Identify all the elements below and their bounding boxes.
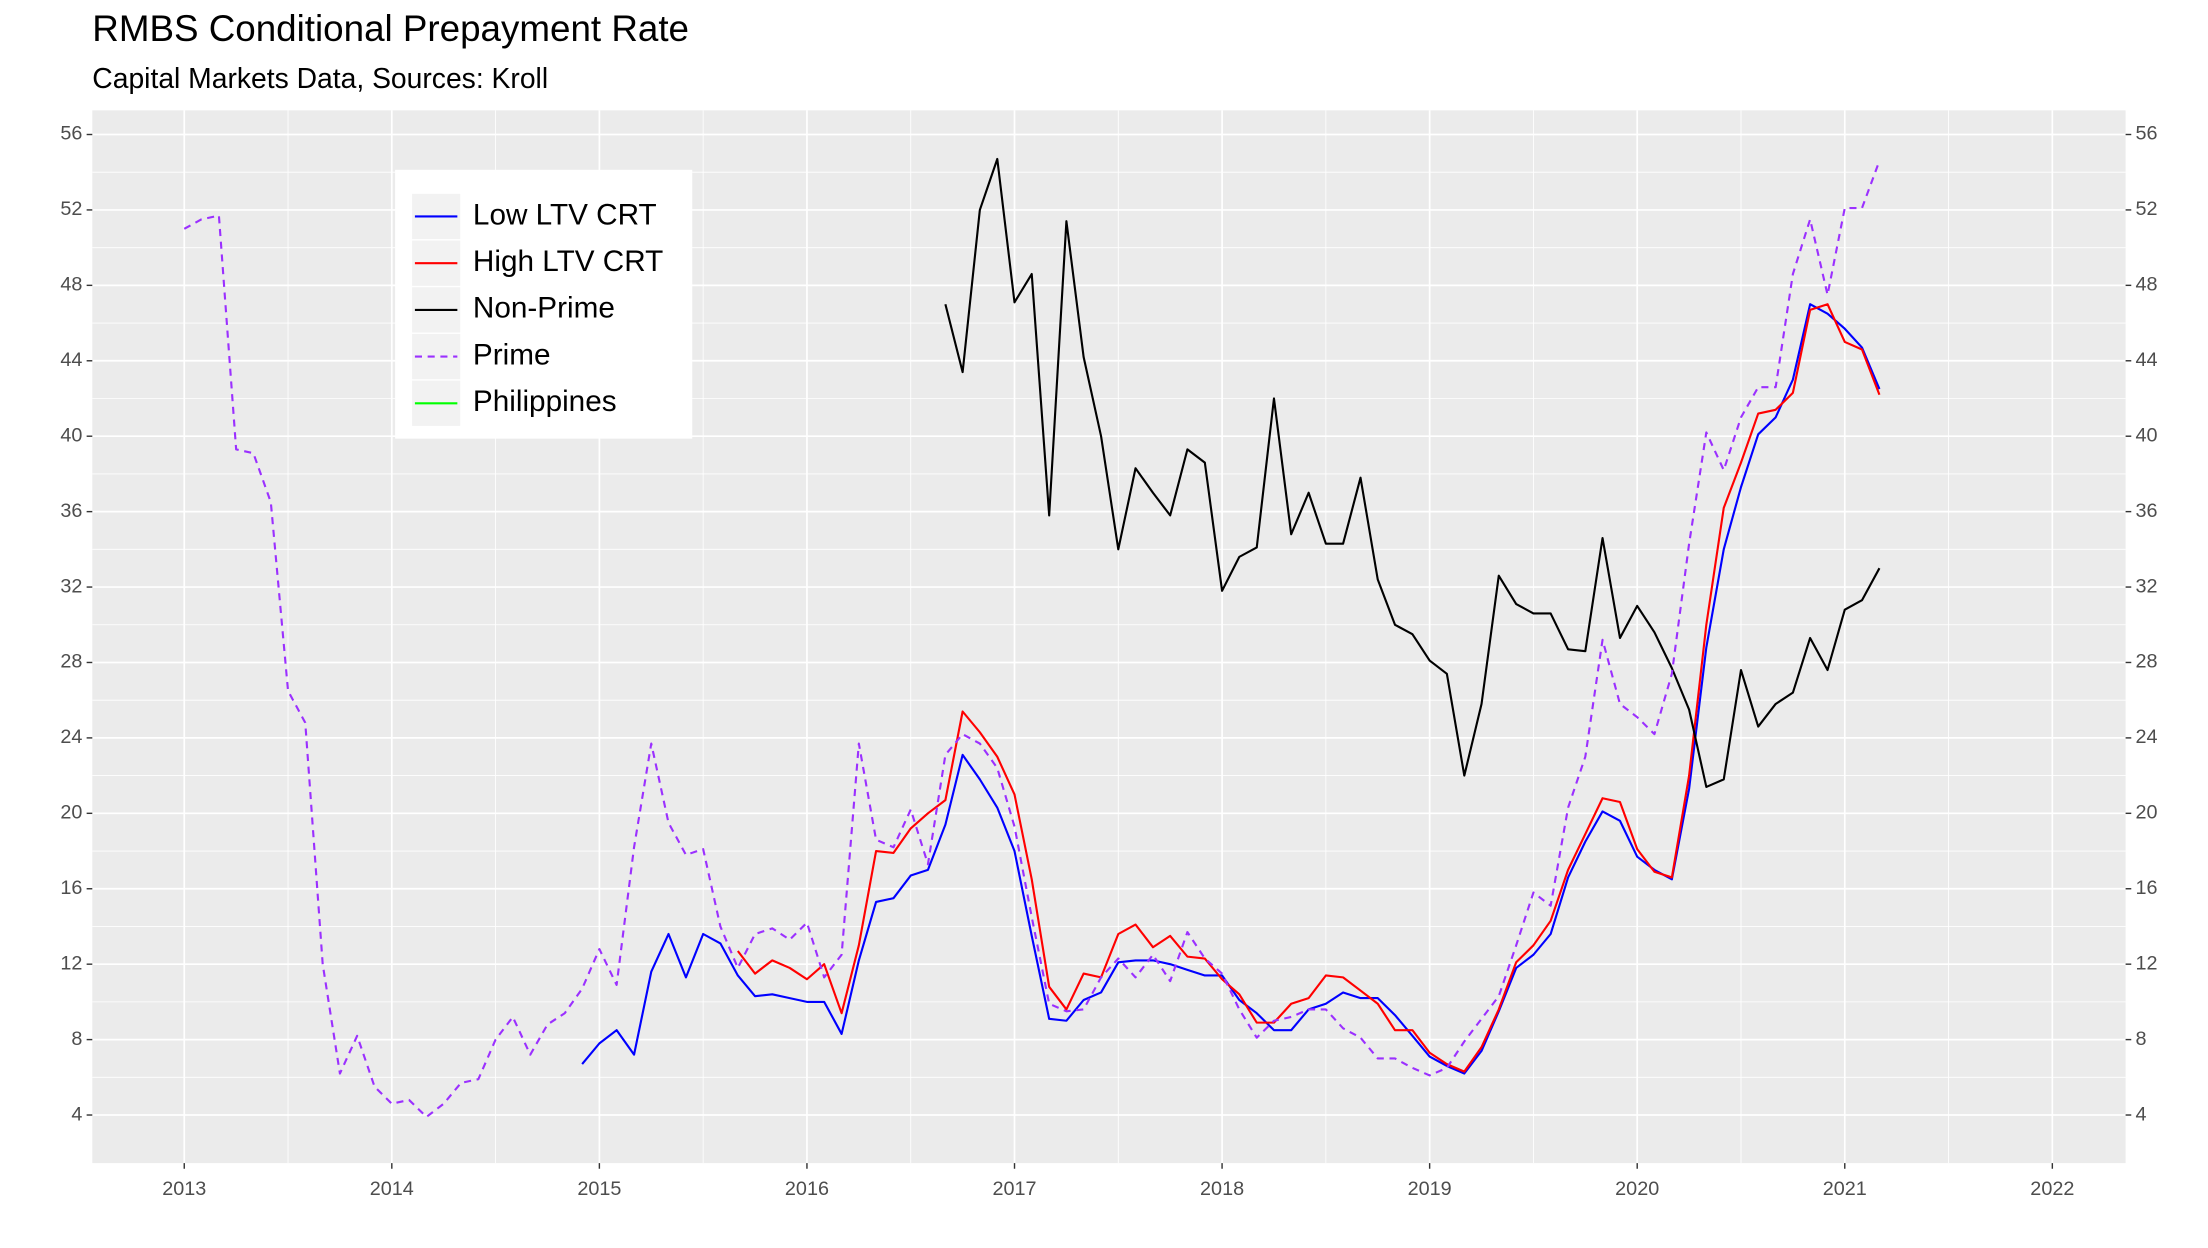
y2-tick-label: 8 <box>2136 1028 2147 1050</box>
chart-title: RMBS Conditional Prepayment Rate <box>92 8 689 49</box>
y-tick-label: 56 <box>60 123 82 145</box>
lines <box>183 157 1881 1118</box>
chart-subtitle: Capital Markets Data, Sources: Kroll <box>92 62 548 94</box>
legend-label: Philippines <box>473 385 617 418</box>
y2-tick-label: 32 <box>2136 575 2158 597</box>
x-tick-label: 2016 <box>785 1178 829 1200</box>
y-tick-label: 36 <box>60 500 82 522</box>
y2-tick-label: 16 <box>2136 877 2158 899</box>
x-tick-label: 2018 <box>1200 1178 1244 1200</box>
y-tick-label: 16 <box>60 877 82 899</box>
x-tick-label: 2022 <box>2030 1178 2074 1200</box>
x-tick-label: 2013 <box>162 1178 206 1200</box>
legend-label: Prime <box>473 338 551 371</box>
legend-label: Non-Prime <box>473 292 615 325</box>
axes: 4812162024283236404448525648121620242832… <box>60 123 2157 1200</box>
y2-tick-label: 44 <box>2136 349 2158 371</box>
y2-tick-label: 56 <box>2136 123 2158 145</box>
y2-tick-label: 48 <box>2136 274 2158 296</box>
series-line <box>736 303 1881 1073</box>
x-tick-label: 2014 <box>370 1178 414 1200</box>
y-tick-label: 28 <box>60 651 82 673</box>
x-tick-label: 2015 <box>577 1178 621 1200</box>
legend-label: High LTV CRT <box>473 245 663 278</box>
series-line <box>183 160 1881 1118</box>
y2-tick-label: 40 <box>2136 424 2158 446</box>
y2-tick-label: 4 <box>2136 1103 2147 1125</box>
y-tick-label: 52 <box>60 198 82 220</box>
legend: Low LTV CRT High LTV CRT Non-Prime Prime Phi… <box>395 169 693 439</box>
y2-tick-label: 12 <box>2136 952 2158 974</box>
y-tick-label: 44 <box>60 349 82 371</box>
series-line <box>944 157 1881 788</box>
x-tick-label: 2017 <box>992 1178 1036 1200</box>
y-tick-label: 4 <box>71 1103 82 1125</box>
legend-label: Low LTV CRT <box>473 198 657 231</box>
y-tick-label: 48 <box>60 274 82 296</box>
y2-tick-label: 20 <box>2136 802 2158 824</box>
y-tick-label: 12 <box>60 952 82 974</box>
y-tick-label: 20 <box>60 802 82 824</box>
y-tick-label: 40 <box>60 424 82 446</box>
y-tick-label: 24 <box>60 726 82 748</box>
y2-tick-label: 36 <box>2136 500 2158 522</box>
grid <box>92 110 2126 1164</box>
y2-tick-label: 52 <box>2136 198 2158 220</box>
x-tick-label: 2021 <box>1823 1178 1867 1200</box>
y-tick-label: 8 <box>71 1028 82 1050</box>
y2-tick-label: 24 <box>2136 726 2158 748</box>
y-tick-label: 32 <box>60 575 82 597</box>
x-tick-label: 2020 <box>1615 1178 1659 1200</box>
y2-tick-label: 28 <box>2136 651 2158 673</box>
x-tick-label: 2019 <box>1408 1178 1452 1200</box>
